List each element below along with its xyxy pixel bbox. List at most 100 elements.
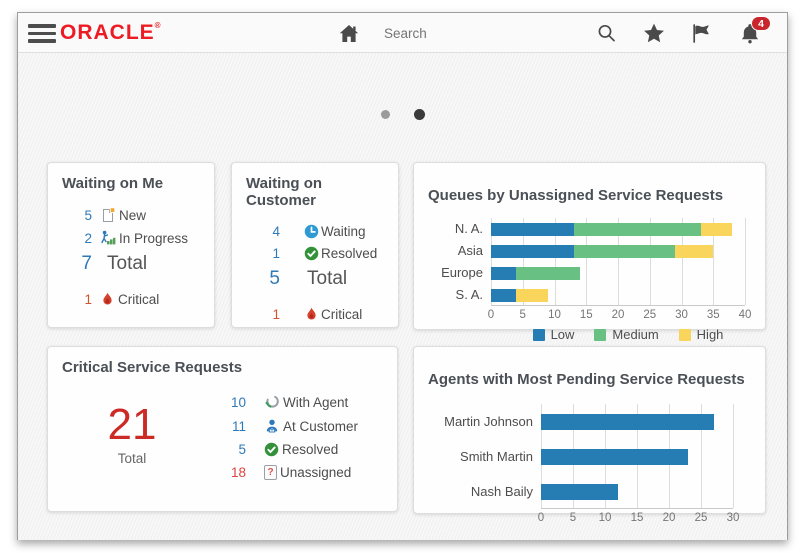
stat-value: 4 xyxy=(272,224,280,239)
legend-swatch xyxy=(678,328,691,341)
stat-label: Total xyxy=(307,268,348,289)
bar-n-a-[interactable] xyxy=(491,222,745,236)
bar-row xyxy=(541,474,733,509)
stat-value: 2 xyxy=(84,230,92,246)
notifications-bell-icon[interactable]: 4 xyxy=(739,16,771,44)
gridline xyxy=(554,218,556,305)
bar-segment-low[interactable] xyxy=(491,288,517,302)
x-tick-label: 40 xyxy=(738,309,752,321)
search-icon[interactable] xyxy=(595,22,617,44)
bar-segment-high[interactable] xyxy=(516,288,549,302)
home-icon[interactable] xyxy=(338,22,360,44)
chart-category-labels: N. A. Asia Europe S. A. xyxy=(414,218,491,323)
top-navigation-bar: ORACLE® xyxy=(18,13,787,53)
legend-item-medium[interactable]: Medium xyxy=(594,327,659,342)
category-label: Asia xyxy=(457,243,483,258)
stat-row-critical[interactable]: 1 Critical xyxy=(62,292,214,307)
stat-row-waiting[interactable]: 4 Waiting xyxy=(246,224,398,239)
bar-asia[interactable] xyxy=(491,244,745,258)
stat-row-unassigned[interactable]: 18 ? Unassigned xyxy=(216,465,358,480)
gridline xyxy=(701,404,702,508)
legend-item-high[interactable]: High xyxy=(678,327,723,342)
bar-segment-pending[interactable] xyxy=(541,483,618,500)
x-tick-label: 25 xyxy=(694,512,708,524)
stat-value: 7 xyxy=(81,253,92,274)
stat-row-total[interactable]: 5 Total xyxy=(246,268,398,290)
bar-segment-pending[interactable] xyxy=(541,413,714,430)
stat-label: Critical xyxy=(321,307,363,322)
stat-value: 5 xyxy=(269,268,280,289)
favorites-star-icon[interactable] xyxy=(643,22,665,44)
bar-segment-low[interactable] xyxy=(491,244,574,258)
hamburger-menu-icon[interactable] xyxy=(28,24,56,43)
legend-item-low[interactable]: Low xyxy=(532,327,575,342)
in-progress-icon xyxy=(100,230,116,246)
x-tick-label: 30 xyxy=(726,512,740,524)
bar-segment-low[interactable] xyxy=(491,266,517,280)
critical-flame-icon xyxy=(100,292,115,307)
stat-label: Total xyxy=(107,253,148,274)
x-tick-label: 15 xyxy=(579,309,593,321)
x-tick-label: 20 xyxy=(611,309,625,321)
gridline xyxy=(733,404,734,508)
registered-mark: ® xyxy=(154,21,162,30)
stat-row-resolved[interactable]: 1 Resolved xyxy=(246,246,398,261)
bar-europe[interactable] xyxy=(491,266,745,280)
stat-row-at-customer[interactable]: 11 At Customer xyxy=(216,418,358,434)
stat-row-total[interactable]: 7 Total xyxy=(62,253,214,275)
bar-s-a-[interactable] xyxy=(491,288,745,302)
new-document-icon xyxy=(100,207,116,223)
legend-label: Low xyxy=(550,327,575,342)
category-label: S. A. xyxy=(455,287,483,302)
bar-row xyxy=(541,439,733,474)
bar-segment-pending[interactable] xyxy=(541,448,689,465)
notification-count-badge: 4 xyxy=(751,16,771,31)
chart-x-axis: 0 5 10 15 20 25 30 xyxy=(538,509,740,526)
bar-row xyxy=(491,284,745,306)
search-input[interactable] xyxy=(384,25,554,41)
bar-segment-medium[interactable] xyxy=(573,244,676,258)
resolved-check-icon xyxy=(264,442,279,457)
bar-smith-martin[interactable] xyxy=(541,448,733,465)
critical-total[interactable]: 21 Total xyxy=(62,386,202,488)
x-tick-label: 5 xyxy=(519,309,526,321)
chart-x-axis: 0 5 10 15 20 25 30 35 40 xyxy=(487,306,752,323)
page-indicator xyxy=(18,109,787,120)
bar-row xyxy=(541,404,733,439)
legend-swatch xyxy=(594,328,607,341)
stat-value: 11 xyxy=(231,418,246,434)
bar-segment-medium[interactable] xyxy=(573,222,701,236)
stat-row-resolved[interactable]: 5 Resolved xyxy=(216,442,358,457)
bar-segment-medium[interactable] xyxy=(516,266,580,280)
page-dot-1[interactable] xyxy=(380,110,390,119)
card-title: Critical Service Requests xyxy=(62,359,243,376)
card-title: Waiting on Me xyxy=(62,175,164,192)
waiting-on-me-card: Waiting on Me 5 New 2 xyxy=(47,162,215,328)
bar-martin-johnson[interactable] xyxy=(541,413,733,430)
page-dot-2[interactable] xyxy=(413,109,425,120)
bar-segment-high[interactable] xyxy=(675,244,714,258)
chart-title: Queues by Unassigned Service Requests xyxy=(428,187,724,204)
category-label: Europe xyxy=(441,265,483,280)
bar-segment-low[interactable] xyxy=(491,222,574,236)
stat-label: New xyxy=(119,207,147,223)
bar-nash-baily[interactable] xyxy=(541,483,733,500)
chart-plot-area xyxy=(491,218,746,306)
critical-service-requests-card: Critical Service Requests 21 Total 10 xyxy=(47,346,398,512)
stat-value: 5 xyxy=(84,207,92,223)
watchlist-flag-icon[interactable] xyxy=(691,22,713,44)
stat-label: Resolved xyxy=(282,442,339,457)
stat-row-new[interactable]: 5 New xyxy=(62,207,214,223)
bar-segment-high[interactable] xyxy=(700,222,733,236)
stat-row-critical[interactable]: 1 Critical xyxy=(246,307,398,322)
stat-value: 10 xyxy=(230,394,246,410)
gridline xyxy=(618,218,619,305)
stat-label: Critical xyxy=(118,292,160,307)
stat-row-with-agent[interactable]: 10 With Agent xyxy=(216,394,358,410)
stat-value: 1 xyxy=(272,246,280,261)
card-title: Waiting on Customer xyxy=(246,175,323,209)
gridline xyxy=(649,218,651,305)
x-tick-label: 0 xyxy=(487,309,495,321)
stat-row-in-progress[interactable]: 2 In Progress xyxy=(62,230,214,246)
unassigned-icon: ? xyxy=(264,465,277,480)
